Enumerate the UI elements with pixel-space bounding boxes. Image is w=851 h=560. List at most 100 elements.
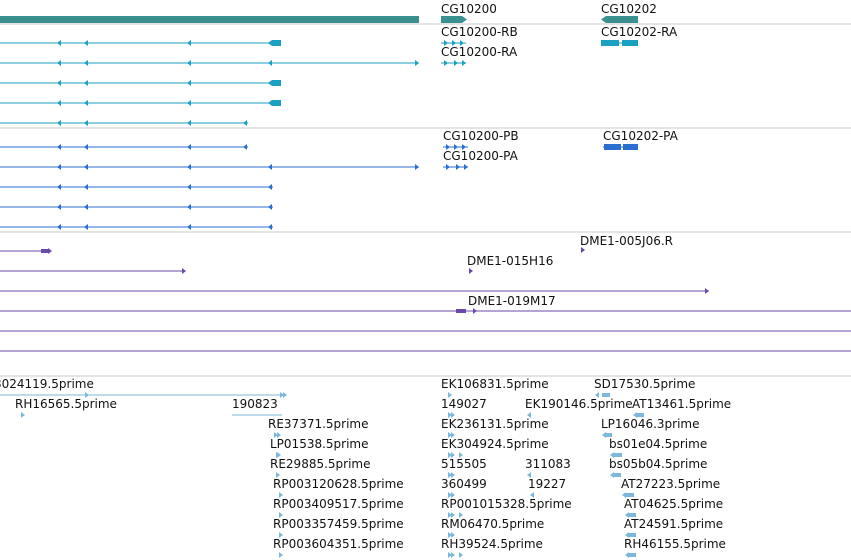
est-block[interactable] [602,393,610,397]
est-label[interactable]: LP16046.3prime [601,417,700,431]
est-label[interactable]: LP01538.5prime [270,437,369,451]
est-arrow[interactable] [530,492,534,498]
est-arrow[interactable] [279,532,283,538]
est-label[interactable]: RP003409517.5prime [273,497,404,511]
clone-end[interactable] [456,309,466,313]
clone-end[interactable] [41,249,48,253]
est-label[interactable]: RE29885.5prime [270,457,371,471]
est-arrow[interactable] [279,512,283,518]
strand-arrow[interactable] [268,184,272,190]
strand-arrow[interactable] [84,164,88,170]
strand-arrow[interactable] [469,268,473,274]
strand-arrow[interactable] [187,60,191,66]
est-arrow[interactable] [448,532,452,538]
est-arrow[interactable] [280,392,284,398]
strand-arrow[interactable] [187,164,191,170]
clone-label[interactable]: DME1-019M17 [468,294,556,308]
est-arrow[interactable] [448,512,452,518]
strand-arrow[interactable] [57,184,61,190]
strand-arrow[interactable] [456,164,460,170]
strand-arrow[interactable] [268,100,272,106]
est-block[interactable] [613,473,621,477]
est-label[interactable]: 311083 [525,457,571,471]
transcript-label[interactable]: CG10200-RB [441,25,518,39]
est-label[interactable]: RH46155.5prime [624,537,726,551]
est-arrow[interactable] [451,452,455,458]
est-label[interactable]: 360499 [441,477,487,491]
est-label[interactable]: RP003604351.5prime [273,537,404,551]
strand-arrow[interactable] [187,100,191,106]
strand-arrow[interactable] [446,164,450,170]
clone-label[interactable]: DME1-015H16 [467,254,553,268]
est-block[interactable] [614,453,622,457]
strand-arrow[interactable] [473,308,477,314]
strand-arrow[interactable] [268,204,272,210]
strand-arrow[interactable] [182,268,186,274]
est-arrow[interactable] [451,492,455,498]
est-label[interactable]: RP003357459.5prime [273,517,404,531]
est-label[interactable]: RP003120628.5prime [273,477,404,491]
est-arrow[interactable] [527,412,531,418]
strand-arrow[interactable] [84,224,88,230]
transcript-label[interactable]: CG10202-RA [601,25,678,39]
strand-arrow[interactable] [57,40,61,46]
est-arrow[interactable] [279,492,283,498]
est-block[interactable] [636,413,644,417]
est-arrow[interactable] [448,452,452,458]
est-arrow[interactable] [527,472,531,478]
est-label[interactable]: 515505 [441,457,487,471]
transcript-label[interactable]: CG10200-RA [441,45,518,59]
est-arrow[interactable] [459,452,463,458]
strand-arrow[interactable] [446,144,450,150]
protein-label[interactable]: CG10200-PB [443,129,519,143]
est-label[interactable]: 3024119.5prime [0,377,94,391]
strand-arrow[interactable] [187,184,191,190]
est-arrow[interactable] [451,512,455,518]
est-arrow[interactable] [448,412,452,418]
est-label[interactable]: RH16565.5prime [15,397,117,411]
strand-arrow[interactable] [268,60,272,66]
gene-glyph[interactable] [441,16,467,23]
exon-block[interactable] [272,100,281,106]
gene-glyph[interactable] [601,16,638,23]
strand-arrow[interactable] [268,80,272,86]
strand-arrow[interactable] [268,40,272,46]
strand-arrow[interactable] [705,288,709,294]
est-arrow[interactable] [276,472,280,478]
strand-arrow[interactable] [84,80,88,86]
est-label[interactable]: 149027 [441,397,487,411]
est-arrow[interactable] [451,532,455,538]
strand-arrow[interactable] [581,247,585,253]
est-block[interactable] [628,513,636,517]
protein-label[interactable]: CG10202-PA [603,129,679,143]
est-arrow[interactable] [277,452,281,458]
est-label[interactable]: 19227 [528,477,566,491]
strand-arrow[interactable] [464,164,468,170]
strand-arrow[interactable] [57,204,61,210]
protein-label[interactable]: CG10200-PA [443,149,519,163]
est-arrow[interactable] [595,392,599,398]
est-label[interactable]: EK106831.5prime [441,377,549,391]
strand-arrow[interactable] [48,248,52,254]
est-arrow[interactable] [279,552,283,558]
strand-arrow[interactable] [84,40,88,46]
est-arrow[interactable] [451,472,455,478]
strand-arrow[interactable] [57,80,61,86]
strand-arrow[interactable] [187,40,191,46]
strand-arrow[interactable] [187,204,191,210]
est-arrow[interactable] [451,432,455,438]
est-arrow[interactable] [448,472,452,478]
gene-label[interactable]: CG10200 [441,2,497,16]
est-label[interactable]: EK236131.5prime [441,417,549,431]
est-arrow[interactable] [283,392,287,398]
est-arrow[interactable] [459,512,463,518]
est-label[interactable]: bs05b04.5prime [609,457,707,471]
strand-arrow[interactable] [84,100,88,106]
est-arrow[interactable] [448,552,452,558]
strand-arrow[interactable] [243,144,247,150]
strand-arrow[interactable] [57,120,61,126]
strand-arrow[interactable] [57,224,61,230]
strand-arrow[interactable] [415,60,419,66]
est-arrow[interactable] [459,552,463,558]
est-label[interactable]: AT13461.5prime [632,397,731,411]
